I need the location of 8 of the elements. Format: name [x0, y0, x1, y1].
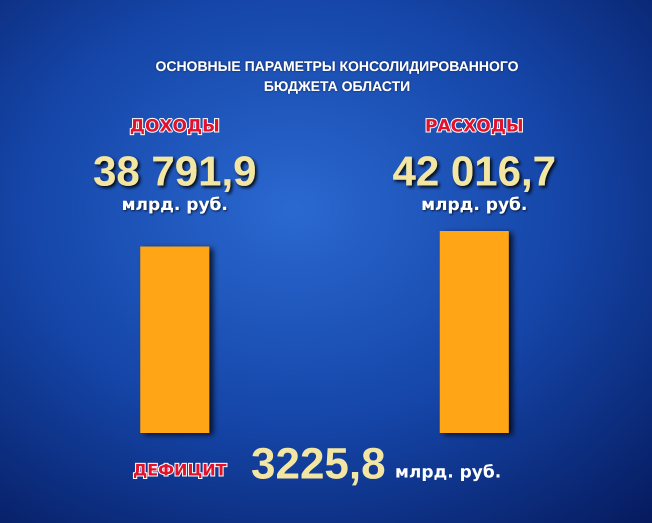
data-label: 42 016,7 млрд. руб. [392, 148, 556, 215]
x-tick-label: РАСХОДЫ [425, 116, 524, 136]
text: 3225,8 [251, 440, 386, 488]
text: ДЕФИЦИТ [133, 460, 227, 480]
data-label: 38 791,9 млрд. руб. [93, 148, 256, 215]
text: млрд. руб. [395, 462, 502, 482]
chart-title: ОСНОВНЫЕ ПАРАМЕТРЫ КОНСОЛИДИРОВАННОГО БЮДЖЕТА ОБЛАСТИ [155, 58, 519, 94]
x-tick-label: ДОХОДЫ [130, 116, 220, 136]
